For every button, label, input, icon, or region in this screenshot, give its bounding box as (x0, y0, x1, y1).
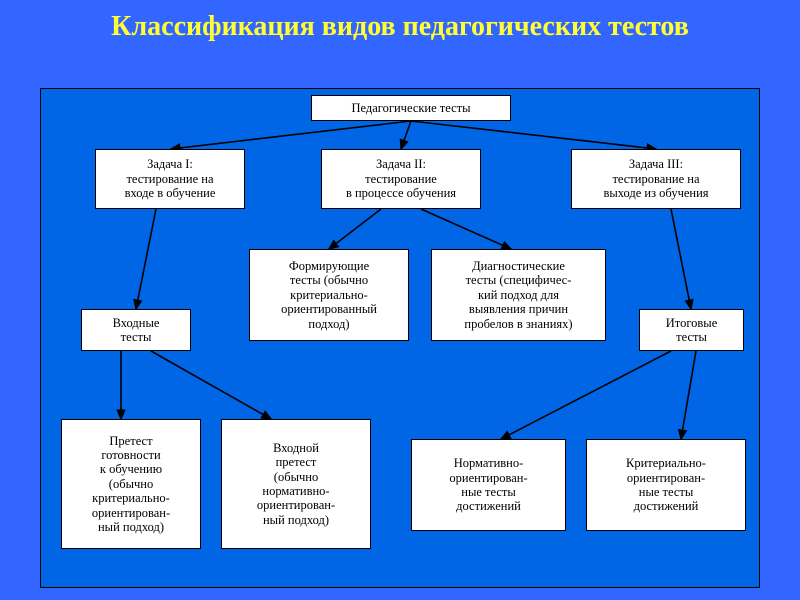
flowchart-canvas: Педагогические тесты Задача I:тестировани… (40, 88, 760, 588)
flowchart-edge (151, 351, 271, 419)
page-title: Классификация видов педагогических тесто… (0, 0, 800, 48)
flowchart-edge (411, 121, 656, 149)
flowchart-node-t1: Задача I:тестирование навходе в обучение (95, 149, 245, 209)
flowchart-node-t2: Задача II:тестированиев процессе обучени… (321, 149, 481, 209)
flowchart-node-vpre: Входнойпретест(обычнонормативно-ориентир… (221, 419, 371, 549)
flowchart-node-in: Входныетесты (81, 309, 191, 351)
flowchart-node-krit: Критериально-ориентирован-ные тестыдости… (586, 439, 746, 531)
flowchart-node-norm: Нормативно-ориентирован-ные тестыдостиже… (411, 439, 566, 531)
flowchart-node-form: Формирующиетесты (обычнокритериально-ори… (249, 249, 409, 341)
flowchart-edge (329, 209, 381, 249)
flowchart-edge (501, 351, 671, 439)
flowchart-node-itog: Итоговыетесты (639, 309, 744, 351)
flowchart-edge (401, 121, 411, 149)
flowchart-edge (671, 209, 691, 309)
flowchart-edge (421, 209, 511, 249)
flowchart-edge (171, 121, 411, 149)
flowchart-node-diag: Диагностическиетесты (специфичес-кий под… (431, 249, 606, 341)
flowchart-node-root: Педагогические тесты (311, 95, 511, 121)
flowchart-node-t3: Задача III:тестирование навыходе из обуч… (571, 149, 741, 209)
flowchart-node-pre: Претестготовностик обучению(обычнокритер… (61, 419, 201, 549)
flowchart-edge (681, 351, 696, 439)
flowchart-edge (136, 209, 156, 309)
